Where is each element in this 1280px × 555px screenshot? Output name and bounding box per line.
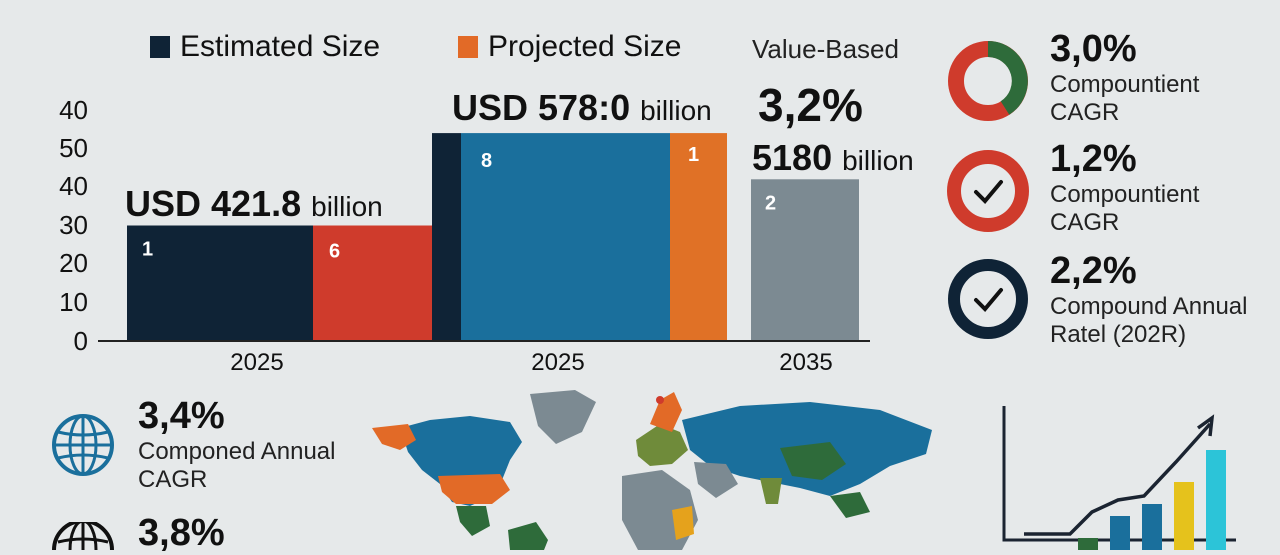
- annotation-value-pct: 3,2%: [758, 79, 863, 131]
- left-stat-2-pct: 3,8%: [138, 512, 225, 554]
- legend-swatch-estimated: [150, 36, 170, 58]
- bar-3: [461, 133, 670, 341]
- x-tick-label: 2025: [531, 349, 584, 376]
- bar-label-0: 1: [142, 239, 153, 261]
- bar-2: [432, 133, 461, 341]
- legend-item-estimated: Estimated Size: [150, 30, 380, 64]
- left-stat-1-line1: Componed Annual: [138, 438, 336, 465]
- bar-0: [127, 225, 313, 341]
- bar-label-4: 1: [688, 144, 699, 166]
- check-circle-icon: [945, 256, 1031, 342]
- bar-label-3: 8: [481, 150, 492, 172]
- map-usa: [438, 474, 510, 504]
- y-tick-label: 20: [59, 248, 88, 278]
- left-stat-1-line2: CAGR: [138, 466, 208, 493]
- map-dot: [656, 396, 664, 404]
- check-circle-icon: [945, 148, 1031, 234]
- map-south-america: [508, 522, 548, 550]
- annotation-projected-value: USD 578:0 billion: [452, 87, 712, 128]
- bar-5: [751, 179, 859, 341]
- world-map: [372, 390, 932, 550]
- x-tick-label: 2035: [779, 349, 832, 376]
- legend-label-projected: Projected Size: [488, 30, 682, 63]
- left-stat-block-2: 3,8%: [138, 512, 225, 555]
- bar-4: [670, 133, 727, 341]
- stat-2-pct: 1,2%: [1050, 138, 1137, 180]
- annotation-estimated-value: USD 421.8 billion: [125, 183, 383, 224]
- map-scandinavia: [650, 392, 682, 432]
- bar-1: [313, 225, 432, 341]
- legend-label-estimated: Estimated Size: [180, 30, 381, 63]
- map-india: [760, 478, 782, 504]
- globe-icon: [48, 519, 118, 555]
- map-mexico: [456, 506, 490, 536]
- left-stat-block-1: 3,4% Componed Annual CAGR: [138, 395, 335, 494]
- stat-block-3: 2,2% Compound Annual Ratel (202R): [1050, 250, 1247, 349]
- y-tick-label: 40: [59, 95, 88, 125]
- left-stat-1-pct: 3,4%: [138, 395, 225, 437]
- y-tick-label: 50: [59, 133, 88, 163]
- map-se-asia: [830, 492, 870, 518]
- y-tick-label: 10: [59, 287, 88, 317]
- annotation-2035-value: 5180 billion: [752, 137, 914, 178]
- map-greenland: [530, 390, 596, 444]
- y-tick-label: 30: [59, 210, 88, 240]
- legend-item-projected: Projected Size: [458, 30, 681, 64]
- map-alaska: [372, 424, 416, 450]
- bar-label-1: 6: [329, 241, 340, 263]
- bar-label-5: 2: [765, 192, 776, 214]
- annotation-value-based: Value-Based: [752, 34, 899, 64]
- map-middle-east: [694, 462, 738, 498]
- map-africa-east: [672, 506, 694, 540]
- stat-3-line2: Ratel (202R): [1050, 321, 1187, 348]
- stat-1-pct: 3,0%: [1050, 28, 1137, 70]
- y-tick-label: 40: [59, 171, 88, 201]
- stat-block-2: 1,2% Compountient CAGR: [1050, 138, 1199, 237]
- map-china: [780, 442, 846, 480]
- stat-2-line1: Compountient: [1050, 181, 1200, 208]
- stat-3-pct: 2,2%: [1050, 250, 1137, 292]
- stat-1-line2: CAGR: [1050, 99, 1120, 126]
- growth-chart-icon: [1002, 406, 1236, 550]
- stat-block-1: 3,0% Compountient CAGR: [1050, 28, 1199, 127]
- globe-icon: [48, 410, 118, 485]
- y-tick-label: 0: [74, 326, 88, 356]
- x-tick-label: 2025: [230, 349, 283, 376]
- bar-chart: 40 50 40 30 20 10 0 1 6 8 1 2 2025 2025 2035: [59, 95, 870, 376]
- stat-1-line1: Compountient: [1050, 71, 1200, 98]
- legend-swatch-projected: [458, 36, 478, 58]
- stat-2-line2: CAGR: [1050, 209, 1120, 236]
- stat-3-line1: Compound Annual: [1050, 293, 1248, 320]
- map-europe: [636, 424, 688, 466]
- donut-icon: [945, 38, 1031, 124]
